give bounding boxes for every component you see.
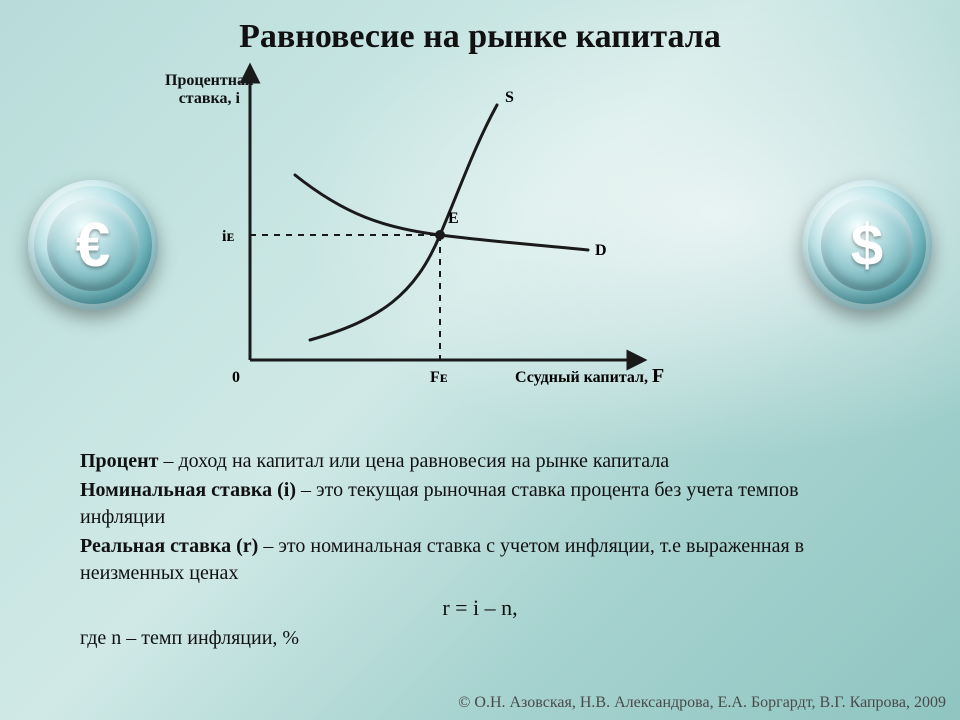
svg-text:D: D [595,242,607,259]
slide-title: Равновесие на рынке капитала [0,18,960,56]
svg-text:iᴇ: iᴇ [222,228,234,245]
inflation-note: где n – темп инфляции, % [80,625,880,652]
svg-text:S: S [505,89,514,106]
def-real-term: Реальная ставка (r) [80,535,258,557]
copyright-line: © О.Н. Азовская, Н.В. Александрова, Е.А.… [458,694,946,712]
svg-text:0: 0 [232,369,240,386]
def-percent-term: Процент [80,450,158,472]
def-percent: Процент – доход на капитал или цена равн… [80,448,880,475]
definitions-block: Процент – доход на капитал или цена равн… [80,448,880,654]
svg-text:Fᴇ: Fᴇ [430,369,448,386]
euro-symbol: € [76,210,110,281]
def-nominal: Номинальная ставка (i) – это текущая рын… [80,477,880,531]
euro-coin-icon: € [28,180,158,310]
def-real: Реальная ставка (r) – это номинальная ст… [80,533,880,587]
def-percent-rest: – доход на капитал или цена равновесия н… [158,450,669,472]
fisher-formula: r = i – n, [80,593,880,623]
dollar-coin-icon: $ [802,180,932,310]
svg-text:E: E [448,210,459,227]
svg-text:Ссудный капитал, F: Ссудный капитал, F [515,365,664,387]
dollar-symbol: $ [851,212,883,279]
def-nominal-term: Номинальная ставка (i) [80,479,296,501]
equilibrium-chart: ESDiᴇFᴇ0Ссудный капитал, F [210,70,650,400]
